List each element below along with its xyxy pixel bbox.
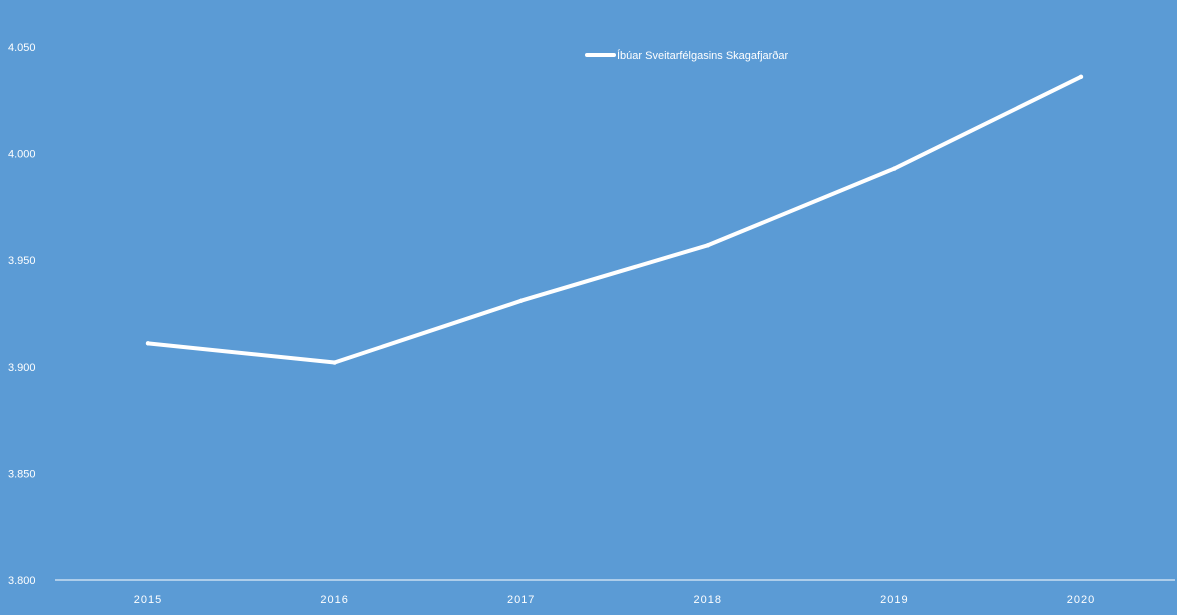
data-point bbox=[705, 243, 710, 248]
y-axis: 3.800 3.850 3.900 3.950 4.000 4.050 bbox=[8, 42, 36, 587]
data-point bbox=[892, 166, 897, 171]
y-tick-label: 3.800 bbox=[8, 575, 36, 587]
x-tick-label: 2020 bbox=[1067, 594, 1095, 606]
legend-label: Íbúar Sveitarfélgasins Skagafjarðar bbox=[617, 49, 789, 62]
y-tick-label: 3.950 bbox=[8, 255, 36, 267]
data-point bbox=[332, 360, 337, 365]
y-tick-label: 3.900 bbox=[8, 362, 36, 374]
drop-lines bbox=[147, 76, 1082, 580]
data-point bbox=[519, 298, 524, 303]
y-tick-label: 4.050 bbox=[8, 42, 36, 54]
x-tick-label: 2016 bbox=[320, 594, 348, 606]
x-tick-label: 2017 bbox=[507, 594, 535, 606]
data-point bbox=[1078, 74, 1084, 80]
x-axis: 2015 2016 2017 2018 2019 2020 bbox=[55, 579, 1175, 606]
y-tick-label: 4.000 bbox=[8, 149, 36, 161]
data-point bbox=[145, 341, 151, 346]
legend: Íbúar Sveitarfélgasins Skagafjarðar bbox=[585, 49, 789, 62]
x-tick-label: 2015 bbox=[134, 594, 162, 606]
x-tick-label: 2019 bbox=[880, 594, 908, 606]
y-tick-label: 3.850 bbox=[8, 468, 36, 480]
x-tick-label: 2018 bbox=[694, 594, 722, 606]
series-group bbox=[145, 74, 1084, 365]
series-line bbox=[146, 74, 1083, 365]
